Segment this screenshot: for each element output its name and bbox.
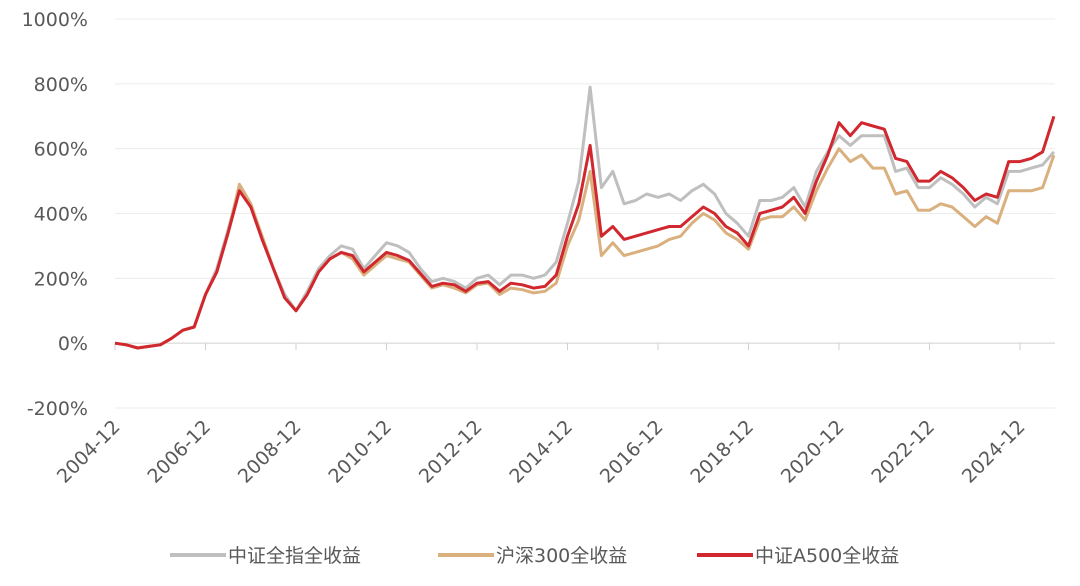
y-tick-label: 600% bbox=[34, 139, 88, 161]
x-tick-label: 2012-12 bbox=[415, 416, 487, 488]
x-tick-label: 2016-12 bbox=[596, 416, 668, 488]
y-tick-label: 800% bbox=[34, 74, 88, 96]
x-tick-label: 2018-12 bbox=[686, 416, 758, 488]
y-tick-label: 1000% bbox=[22, 9, 88, 31]
x-tick-label: 2004-12 bbox=[53, 416, 125, 488]
y-tick-label: 400% bbox=[34, 204, 88, 226]
y-tick-label: 0% bbox=[58, 333, 88, 355]
legend-label: 中证全指全收益 bbox=[228, 545, 361, 567]
x-tick-label: 2022-12 bbox=[867, 416, 939, 488]
x-tick-label: 2024-12 bbox=[958, 416, 1030, 488]
x-tick-label: 2008-12 bbox=[234, 416, 306, 488]
y-tick-label: -200% bbox=[27, 398, 88, 420]
legend-label: 中证A500全收益 bbox=[755, 545, 899, 567]
x-tick-label: 2006-12 bbox=[143, 416, 215, 488]
x-tick-label: 2010-12 bbox=[324, 416, 396, 488]
x-tick-label: 2014-12 bbox=[505, 416, 577, 488]
series-line bbox=[114, 115, 1056, 350]
x-tick-label: 2020-12 bbox=[777, 416, 849, 488]
y-tick-label: 200% bbox=[34, 268, 88, 290]
legend-label: 沪深300全收益 bbox=[496, 545, 627, 567]
